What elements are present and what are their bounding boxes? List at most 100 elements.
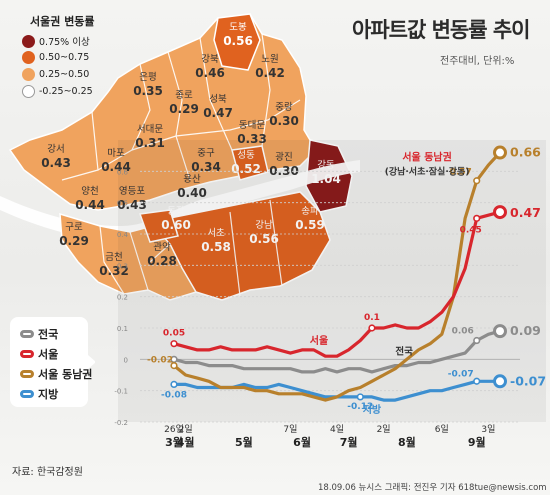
end-value-label: 0.09 — [510, 323, 541, 338]
end-value-label: -0.07 — [510, 373, 546, 388]
map-gangnam-seocho-songpa — [148, 191, 331, 301]
legend-label: -0.25~0.25 — [39, 86, 93, 97]
series-swatch — [20, 370, 34, 378]
y-tick-label: 0.2 — [117, 294, 128, 302]
series-line — [172, 210, 502, 358]
district-name: 도봉 — [229, 22, 247, 33]
legend-swatch — [22, 34, 35, 48]
district-name: 강서 — [47, 144, 65, 155]
map-legend-item: 0.50~0.75 — [22, 51, 89, 64]
district-name: 강남 — [255, 220, 273, 231]
data-label: -0.02 — [147, 356, 173, 366]
district-value: 0.56 — [249, 232, 279, 246]
x-month-label: 6월 — [293, 435, 311, 449]
series-legend-box — [10, 317, 95, 407]
series-legend-item: 지방 — [20, 386, 58, 402]
data-point — [473, 336, 481, 345]
source-note: 자료: 한국감정원 — [12, 467, 83, 478]
data-label: 0.45 — [460, 225, 482, 235]
data-point — [356, 393, 364, 401]
series-name: 전국 — [38, 328, 59, 341]
district-name: 동대문 — [238, 120, 266, 131]
district-value: 0.28 — [147, 254, 177, 268]
credit-line: 18.09.06 뉴시스 그래픽: 전진우 기자 618tue@newsis.c… — [318, 483, 547, 493]
district-value: 0.59 — [295, 218, 325, 232]
annotation-label: 서울 동남권 — [402, 150, 451, 163]
data-label: -0.07 — [448, 369, 474, 379]
district-value: 0.43 — [41, 156, 71, 170]
district-name: 은평 — [139, 72, 157, 83]
district-name: 중구 — [197, 148, 215, 159]
district-value: 0.35 — [133, 84, 163, 98]
y-tick-label: 0.1 — [117, 325, 128, 333]
data-point — [170, 380, 178, 389]
end-point — [493, 145, 507, 160]
district-value: 0.58 — [201, 240, 231, 254]
legend-label: 0.50~0.75 — [39, 52, 90, 63]
y-tick-label: -0.1 — [114, 388, 128, 396]
series-legend-item: 서울 동남권 — [20, 366, 92, 382]
district-value: 0.31 — [135, 136, 165, 150]
y-tick-label: 0.5 — [117, 200, 128, 208]
end-point — [493, 374, 507, 389]
district-value: 0.29 — [59, 234, 89, 248]
legend-swatch — [22, 51, 35, 64]
data-label: 0.57 — [450, 168, 472, 178]
data-point — [170, 340, 178, 348]
y-tick-label: -0.2 — [114, 419, 128, 427]
district-name: 마포 — [107, 148, 125, 159]
district-value: 0.43 — [117, 198, 147, 212]
district-name: 강동 — [317, 160, 335, 171]
y-tick-label: 0 — [124, 356, 128, 364]
district-value: 0.42 — [255, 66, 285, 80]
district-name: 구로 — [65, 222, 83, 233]
map-borders — [61, 33, 301, 297]
map-han-river — [0, 160, 360, 240]
district-name: 노원 — [261, 54, 279, 65]
data-point — [473, 177, 481, 185]
x-day-label: 4일 — [330, 424, 344, 435]
district-value: 0.34 — [191, 160, 221, 174]
data-label: -0.12 — [347, 402, 373, 412]
map-dobong — [213, 13, 261, 71]
data-point — [368, 324, 376, 332]
seoul-map — [0, 13, 360, 301]
district-name: 양천 — [81, 186, 99, 197]
district-name: 송파 — [301, 206, 319, 217]
end-value-label: 0.66 — [510, 145, 541, 160]
district-name: 용산 — [183, 174, 201, 185]
district-name: 광진 — [275, 152, 293, 163]
district-value: 0.46 — [195, 66, 225, 80]
series-name: 서울 동남권 — [38, 368, 93, 381]
x-month-label: 9월 — [468, 435, 486, 449]
x-month-label: 4월 — [177, 435, 195, 449]
series-name: 서울 — [38, 348, 59, 361]
end-point — [493, 205, 507, 220]
data-label: -0.08 — [161, 390, 187, 400]
district-value: 0.32 — [99, 264, 129, 278]
legend-swatch — [22, 85, 35, 98]
data-label: 0.1 — [364, 313, 380, 323]
district-name: 서대문 — [136, 124, 164, 135]
district-name: 관악 — [153, 242, 171, 253]
end-value-label: 0.47 — [510, 205, 541, 220]
x-day-label: 2일 — [179, 424, 193, 435]
district-value: 0.40 — [177, 186, 207, 200]
series-legend-item: 전국 — [20, 326, 58, 342]
series-line — [172, 150, 502, 402]
district-name: 영등포 — [118, 186, 146, 197]
annotation-label: (강남·서초·잠실·강동) — [385, 165, 470, 177]
series-swatch — [20, 330, 34, 338]
x-day-label: 26일 — [164, 424, 184, 435]
legend-label: 0.25~0.50 — [39, 69, 90, 80]
data-point — [473, 377, 481, 385]
data-label: 0.06 — [452, 327, 474, 337]
district-name: 강북 — [201, 54, 219, 65]
data-point — [473, 214, 481, 222]
annotation-label: 서울 — [310, 334, 328, 347]
district-value: 0.44 — [101, 160, 131, 174]
series-legend-item: 서울 — [20, 346, 58, 362]
